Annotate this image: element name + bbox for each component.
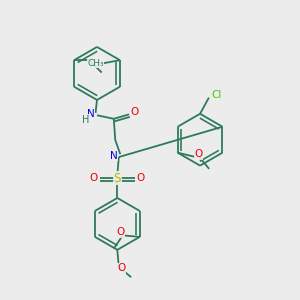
- Text: H: H: [82, 115, 89, 125]
- Text: Cl: Cl: [211, 90, 221, 100]
- Text: N: N: [87, 109, 94, 119]
- Text: S: S: [114, 172, 121, 185]
- Text: O: O: [117, 263, 125, 273]
- Text: O: O: [194, 149, 202, 159]
- Text: O: O: [131, 107, 139, 117]
- Text: O: O: [137, 173, 145, 183]
- Text: CH₃: CH₃: [87, 58, 104, 68]
- Text: O: O: [90, 173, 98, 183]
- Text: N: N: [110, 151, 118, 160]
- Text: O: O: [116, 227, 124, 237]
